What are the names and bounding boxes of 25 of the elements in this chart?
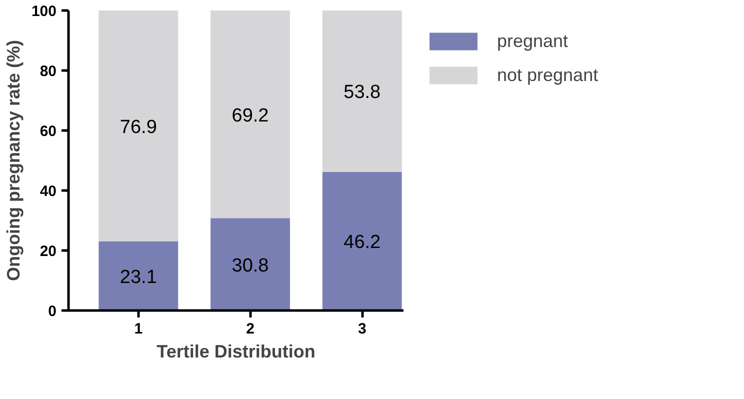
- bar: [322, 172, 402, 310]
- data-label: 53.8: [344, 82, 381, 104]
- y-tick-label: 80: [40, 63, 57, 80]
- y-axis-title: Ongoing pregnancy rate (%): [3, 40, 24, 282]
- data-label: 30.8: [232, 255, 269, 276]
- legend-label: pregnant: [497, 30, 568, 52]
- x-tick-label: 3: [358, 320, 366, 338]
- x-tick-label: 1: [134, 320, 143, 338]
- y-tick-label: 40: [40, 183, 57, 200]
- y-tick-label: 60: [40, 123, 57, 140]
- legend-label: not pregnant: [497, 64, 598, 86]
- data-label: 23.1: [120, 266, 157, 288]
- x-axis-title: Tertile Distribution: [156, 342, 316, 362]
- bar: [98, 10, 178, 242]
- bar: [210, 218, 290, 310]
- bar: [210, 10, 290, 218]
- data-label: 69.2: [232, 105, 269, 126]
- y-tick-label: 100: [31, 3, 57, 20]
- data-label: 46.2: [344, 232, 381, 254]
- bar: [98, 241, 178, 310]
- data-label: 76.9: [120, 116, 157, 138]
- y-tick-label: 0: [48, 303, 56, 320]
- bar: [322, 10, 402, 172]
- x-tick-label: 2: [246, 320, 254, 338]
- y-tick-label: 20: [40, 243, 57, 260]
